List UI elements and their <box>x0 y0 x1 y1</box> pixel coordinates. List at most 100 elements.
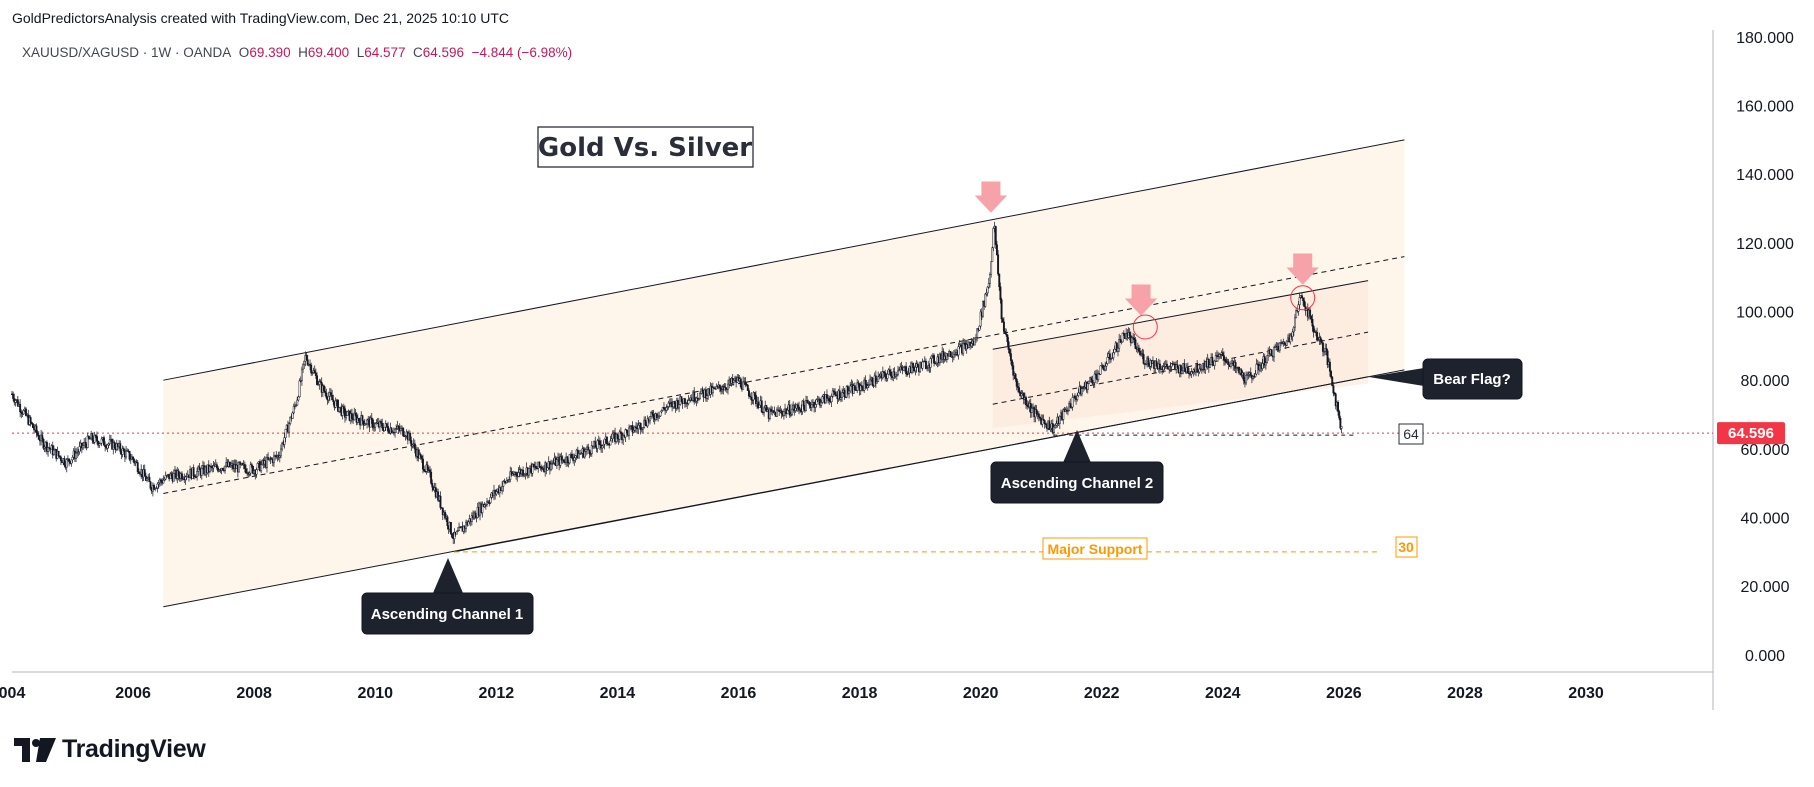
candle-body <box>1283 341 1286 345</box>
candle-body <box>1041 418 1044 425</box>
candle-body <box>957 346 960 356</box>
candle-body <box>1139 351 1142 356</box>
candle-body <box>1247 374 1250 376</box>
candle-body <box>1016 385 1019 388</box>
low-value: 64.577 <box>364 45 406 60</box>
candle-body <box>149 481 152 489</box>
y-tick-label: 60.000 <box>1741 442 1790 459</box>
candle-body <box>758 404 761 408</box>
candle-body <box>19 404 22 413</box>
candle-body <box>1229 363 1232 367</box>
candle-body <box>395 428 398 430</box>
candle-body <box>1249 372 1252 376</box>
candle-body <box>995 244 998 255</box>
x-tick-label: 2026 <box>1326 685 1362 702</box>
candle-body <box>1134 339 1137 349</box>
candle-body <box>640 428 643 431</box>
callout-ascending-channel-1[interactable]: Ascending Channel 1 <box>361 558 534 635</box>
candle-body <box>550 463 552 470</box>
candle-body <box>666 406 669 408</box>
candle-body <box>644 419 647 426</box>
candle-body <box>1104 366 1107 371</box>
symbol-name: XAUUSD/XAGUSD · 1W · OANDA <box>22 45 232 60</box>
candle-body <box>1073 395 1076 399</box>
close-value: 64.596 <box>422 45 465 60</box>
candle-body <box>1141 353 1144 355</box>
candle-body <box>77 451 80 453</box>
candle-body <box>484 504 487 506</box>
candle-body <box>35 425 38 434</box>
candle-body <box>635 426 637 429</box>
candle-body <box>1012 365 1015 376</box>
candle-body <box>483 504 486 507</box>
candle-body <box>456 530 459 532</box>
open-value: 69.390 <box>249 45 291 60</box>
callout-bear-flag[interactable]: Bear Flag? <box>1369 358 1523 400</box>
candle-body <box>193 475 196 478</box>
candle-body <box>665 407 668 411</box>
candle-body <box>658 415 661 417</box>
change-value: −4.844 (−6.98%) <box>471 45 573 60</box>
price-candles <box>11 221 1343 545</box>
candle-body <box>122 448 125 452</box>
x-tick-label: 2028 <box>1447 685 1483 702</box>
candle-body <box>696 397 699 400</box>
candle-body <box>36 432 39 436</box>
candle-body <box>976 328 979 338</box>
callout-ascending-channel-2[interactable]: Ascending Channel 2 <box>990 430 1164 504</box>
candle-body <box>1158 363 1161 370</box>
candle-body <box>103 437 105 446</box>
candle-body <box>660 410 663 413</box>
candle-body <box>1285 340 1288 346</box>
candle-body <box>337 399 339 412</box>
candle-body <box>998 273 1001 288</box>
candle-body <box>753 392 756 396</box>
candle-body <box>990 261 993 275</box>
candle-body <box>585 449 587 452</box>
candle-body <box>1198 368 1201 373</box>
candle-body <box>332 399 335 403</box>
candle-body <box>871 377 874 386</box>
candle-body <box>311 372 314 374</box>
candle-body <box>1270 349 1273 357</box>
candle-body <box>649 416 651 422</box>
candle-body <box>857 382 860 385</box>
candle-body <box>821 396 824 403</box>
candle-body <box>410 440 413 447</box>
callout-text-channel-2: Ascending Channel 2 <box>1001 475 1154 492</box>
candle-body <box>775 409 778 417</box>
candle-body <box>475 517 478 519</box>
candle-body <box>453 531 456 540</box>
candle-body <box>687 400 690 404</box>
candle-body <box>1048 420 1051 430</box>
candle-body <box>1291 331 1294 337</box>
candle-body <box>1218 353 1221 357</box>
candle-body <box>589 453 592 455</box>
candle-body <box>780 410 783 414</box>
candle-body <box>815 399 818 405</box>
candle-body <box>1025 397 1027 406</box>
candle-body <box>985 292 988 295</box>
candle-body <box>1101 365 1104 369</box>
chart-title-box[interactable]: Gold Vs. Silver <box>537 126 754 168</box>
candle-body <box>772 410 775 413</box>
candle-body <box>378 421 381 428</box>
candle-body <box>255 469 258 475</box>
candle-body <box>380 421 383 424</box>
candle-body <box>20 411 23 414</box>
candle-body <box>121 448 124 455</box>
candle-body <box>1062 409 1065 420</box>
tradingview-logo[interactable]: TradingView <box>14 735 206 764</box>
candle-body <box>534 465 537 469</box>
candle-body <box>1055 423 1058 426</box>
candle-body <box>900 366 903 369</box>
candle-body <box>157 482 160 485</box>
candle-body <box>228 461 231 468</box>
candle-body <box>1042 418 1045 421</box>
candle-body <box>768 408 771 419</box>
candle-body <box>1087 380 1090 384</box>
tradingview-logo-icon <box>14 737 56 762</box>
candle-body <box>1120 341 1123 343</box>
candle-body <box>1323 351 1326 353</box>
